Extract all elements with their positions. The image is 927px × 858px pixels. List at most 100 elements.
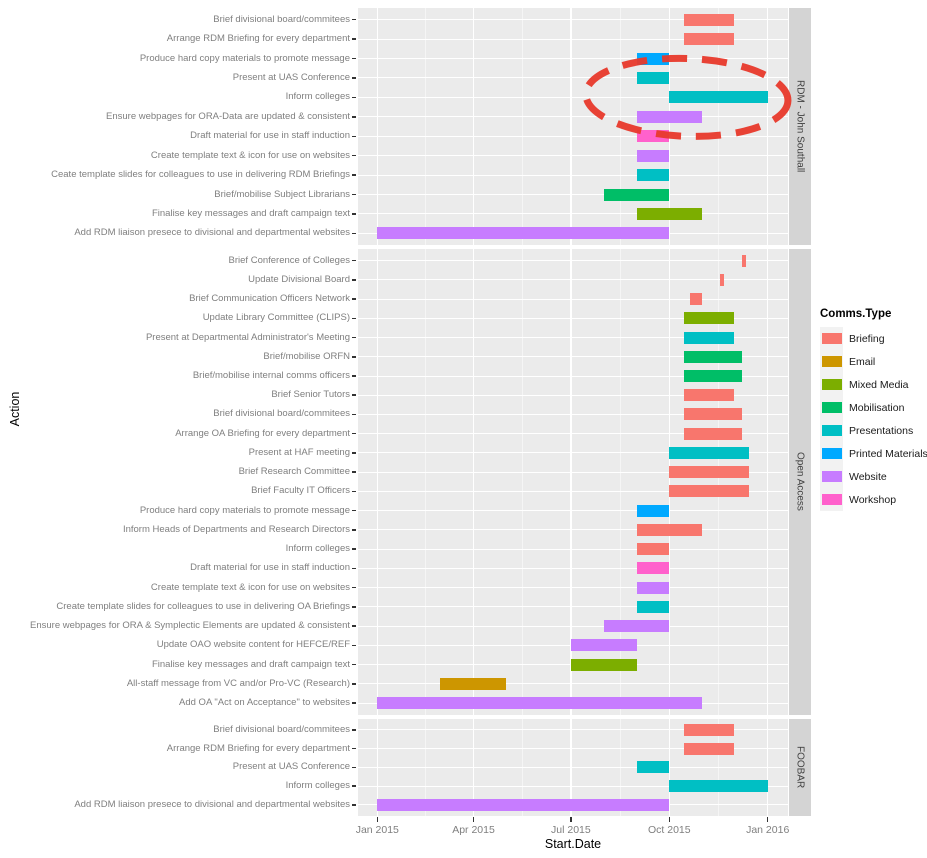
row-gridline <box>358 606 788 608</box>
row-label: Present at UAS Conference <box>232 71 350 83</box>
facet-panel-1 <box>358 249 788 715</box>
legend-key <box>820 327 843 350</box>
y-tick <box>352 413 356 416</box>
facet-panel-0 <box>358 8 788 245</box>
row-label: Arrange OA Briefing for every department <box>175 427 350 439</box>
row-gridline <box>358 510 788 512</box>
gridline-major <box>376 249 378 715</box>
gantt-bar <box>637 581 670 594</box>
gridline-minor <box>521 249 523 715</box>
row-label: Update Divisional Board <box>248 273 350 285</box>
legend-key <box>820 396 843 419</box>
row-gridline <box>358 155 788 157</box>
gantt-bar <box>669 91 768 104</box>
row-label: Arrange RDM Briefing for every departmen… <box>166 33 350 45</box>
y-tick <box>352 193 356 196</box>
row-gridline <box>358 135 788 137</box>
row-gridline <box>358 337 788 338</box>
gantt-bar <box>604 188 670 201</box>
row-gridline <box>358 116 788 118</box>
y-tick <box>352 232 356 235</box>
row-label: Produce hard copy materials to promote m… <box>139 504 350 516</box>
y-tick <box>352 509 356 512</box>
y-tick <box>352 135 356 137</box>
gantt-bar <box>637 761 670 774</box>
gantt-bar <box>570 639 638 652</box>
y-tick <box>352 625 356 627</box>
legend-key <box>820 419 843 442</box>
legend-entries: Briefing Email Mixed Media Mobilisation Pres… <box>820 327 927 511</box>
gantt-bar <box>684 312 735 325</box>
gridline-minor <box>424 8 426 245</box>
row-label: Create template text & icon for use on w… <box>150 149 350 161</box>
y-tick <box>352 529 356 531</box>
legend-entry: Email <box>820 350 927 373</box>
gantt-bar <box>377 697 703 709</box>
row-label: Update OAO website content for HEFCE/REF <box>156 639 350 651</box>
legend-title: Comms.Type <box>820 308 892 320</box>
gantt-bar <box>637 523 703 536</box>
row-gridline <box>358 279 788 281</box>
x-tick-label: Jul 2015 <box>551 824 591 836</box>
gantt-bar <box>684 389 735 402</box>
legend-label: Printed Materials <box>849 447 927 460</box>
y-tick <box>352 394 356 396</box>
row-label: Arrange RDM Briefing for every departmen… <box>166 742 350 754</box>
row-gridline <box>358 471 788 473</box>
gridline-minor <box>619 249 621 715</box>
row-label: Inform colleges <box>285 543 350 555</box>
legend-swatch <box>821 402 842 413</box>
gantt-bar <box>637 543 670 556</box>
legend-entry: Presentations <box>820 419 927 442</box>
legend-key <box>820 350 843 373</box>
legend-label: Briefing <box>849 332 885 345</box>
legend-key <box>820 488 843 511</box>
y-tick <box>352 317 356 319</box>
y-tick <box>352 766 356 768</box>
gridline-major <box>376 8 378 245</box>
row-label: Ensure webpages for ORA-Data are updated… <box>106 110 350 122</box>
row-gridline <box>358 433 788 435</box>
legend-label: Presentations <box>849 424 914 437</box>
row-label: Add RDM liaison presece to divisional an… <box>74 798 350 810</box>
x-tick-label: Oct 2015 <box>647 824 691 836</box>
gridline-major <box>570 8 572 245</box>
row-label: Add RDM liaison presece to divisional an… <box>74 227 350 239</box>
row-gridline <box>358 785 788 787</box>
gantt-bar <box>669 466 750 479</box>
gridline-major <box>472 249 475 715</box>
y-tick <box>352 174 356 176</box>
gantt-bar <box>684 350 742 363</box>
y-tick <box>352 77 356 79</box>
y-tick <box>352 663 356 666</box>
legend-label: Email <box>849 355 876 368</box>
legend-swatch <box>821 425 842 436</box>
y-tick <box>352 586 356 589</box>
row-label: All-staff message from VC and/or Pro-VC … <box>126 677 350 689</box>
y-tick <box>352 356 356 358</box>
legend-entry: Website <box>820 465 927 488</box>
gantt-bar <box>669 446 750 459</box>
legend-entry: Workshop <box>820 488 927 511</box>
y-tick <box>352 683 356 685</box>
row-gridline <box>358 96 788 98</box>
gantt-bar <box>637 71 670 84</box>
row-label: Brief divisional board/commitees <box>213 408 350 420</box>
legend-label: Website <box>849 470 887 483</box>
legend-label: Mixed Media <box>849 378 909 391</box>
facet-strip-label: FOOBAR <box>794 746 806 789</box>
gantt-bar <box>684 13 735 26</box>
legend-swatch <box>821 471 842 482</box>
row-label: Brief Research Committee <box>238 466 350 478</box>
gantt-bar <box>637 504 670 517</box>
gantt-bar <box>684 427 742 440</box>
gridline-major <box>766 249 769 715</box>
row-gridline <box>358 567 788 569</box>
y-tick <box>352 567 356 570</box>
gridline-major <box>472 8 475 245</box>
facet-strip-2: FOOBAR <box>789 718 811 816</box>
row-gridline <box>358 625 788 627</box>
facet-strip-label: Open Access <box>794 452 806 512</box>
x-tick <box>472 816 475 822</box>
